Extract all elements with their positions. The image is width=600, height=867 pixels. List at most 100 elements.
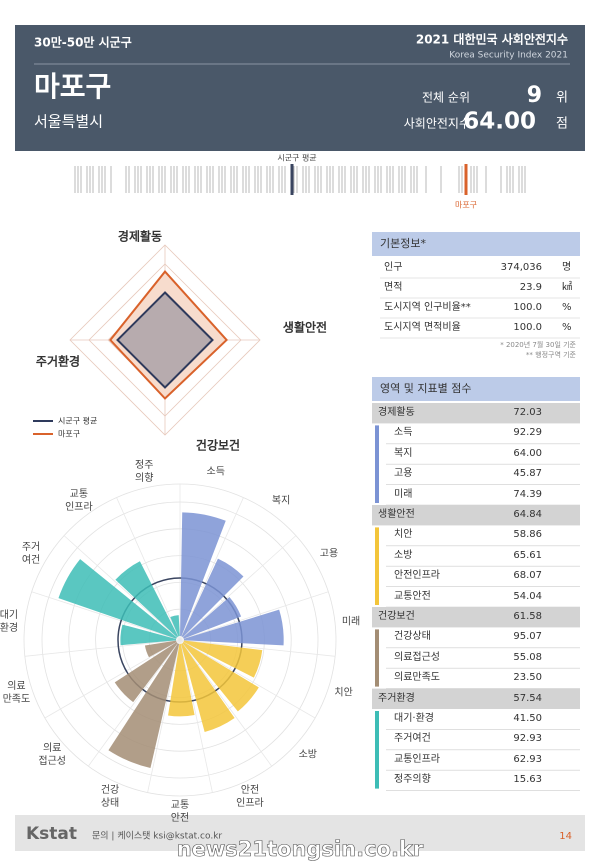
item-score: 45.87 <box>513 468 542 480</box>
spoke <box>179 639 273 767</box>
item-score: 54.04 <box>513 590 542 602</box>
header-band <box>15 25 585 151</box>
item-score: 23.50 <box>513 672 542 684</box>
spoke <box>44 639 181 719</box>
axis-label: 생활안전 <box>283 320 327 335</box>
legend-label: 마포구 <box>58 430 80 439</box>
header-subtitle: Korea Security Index 2021 <box>449 51 568 61</box>
polar-label: 건강 상태 <box>100 785 120 810</box>
item-score: 68.07 <box>513 570 542 582</box>
polar-bar <box>181 558 244 638</box>
item-score: 74.39 <box>513 488 542 500</box>
polar-label: 대기 환경 <box>0 610 19 635</box>
info-unit: ㎢ <box>562 282 572 293</box>
item-score: 62.93 <box>513 753 542 765</box>
logo: Kstat <box>26 824 77 844</box>
strip-bg <box>70 165 530 193</box>
spoke <box>24 639 181 657</box>
average-label: 시군구 평균 <box>277 153 316 163</box>
polar-bar <box>115 561 179 638</box>
contact: 문의 | 케이스탯 ksi@kstat.co.kr <box>92 831 222 842</box>
info-unit: % <box>562 302 572 313</box>
polar-bar <box>120 624 177 646</box>
polar-label: 치안 <box>334 687 353 699</box>
info-note: * 2020년 7월 30일 기준 <box>500 341 576 349</box>
item-score: 64.00 <box>513 447 542 459</box>
item-name: 주거여건 <box>394 733 431 745</box>
polar-label: 소방 <box>298 749 318 761</box>
polar-label: 교통 안전 <box>170 800 190 824</box>
group-row <box>372 403 580 424</box>
info-unit: % <box>562 322 572 333</box>
info-label: 도시지역 면적비율 <box>384 322 461 333</box>
rank-label: 전체 순위 <box>422 91 470 105</box>
info-label: 도시지역 인구비율** <box>384 302 471 313</box>
spoke <box>179 639 316 719</box>
item-score: 41.50 <box>513 713 542 724</box>
header-title: 2021 대한민국 사회안전지수 <box>416 32 568 47</box>
item-score: 15.63 <box>513 774 542 786</box>
watermark: news21tongsin.co.kr <box>177 837 424 861</box>
polar-bar <box>181 643 235 732</box>
item-name: 복지 <box>394 447 413 459</box>
item-score: 65.61 <box>513 549 542 561</box>
polar-bar <box>58 559 177 639</box>
item-name: 대기·환경 <box>394 713 434 724</box>
polar-bar <box>183 597 242 639</box>
polar-label: 미래 <box>341 616 361 628</box>
item-name: 교통안전 <box>394 590 431 602</box>
axis-label: 건강보건 <box>196 438 240 453</box>
info-unit: 명 <box>562 262 572 273</box>
item-score: 92.93 <box>513 733 542 745</box>
spoke <box>31 591 181 641</box>
group-name: 생활안전 <box>378 509 415 520</box>
item-name: 소방 <box>394 549 413 561</box>
spoke <box>63 535 181 641</box>
info-note: ** 행정구역 기준 <box>525 351 576 359</box>
item-name: 미래 <box>394 488 413 500</box>
spoke <box>147 639 181 793</box>
item-score: 92.29 <box>513 427 542 439</box>
polar-label: 안전 인프라 <box>236 785 264 810</box>
info-value: 23.9 <box>519 282 542 293</box>
group-bar <box>375 527 379 605</box>
spoke <box>87 639 181 767</box>
spoke <box>179 639 336 657</box>
group-name: 경제활동 <box>378 407 415 418</box>
info-value: 100.0 <box>513 302 542 313</box>
polar-bar <box>144 640 177 658</box>
polar-bar <box>108 643 180 769</box>
index-label: 사회안전지수 <box>404 117 470 131</box>
legend-label: 시군구 평균 <box>58 416 97 426</box>
item-score: 95.07 <box>513 631 542 643</box>
spoke <box>179 639 213 793</box>
group-bar <box>375 629 379 687</box>
item-name: 교통인프라 <box>394 753 440 765</box>
group-name: 건강보건 <box>378 611 415 622</box>
group-row <box>372 505 580 526</box>
group-row <box>372 688 580 709</box>
spoke <box>179 535 297 641</box>
item-name: 치안 <box>394 529 413 541</box>
group-score: 64.84 <box>513 509 542 520</box>
page-number: 14 <box>559 831 572 842</box>
polar-bar <box>170 615 180 637</box>
info-label: 면적 <box>384 282 403 293</box>
item-name: 의료접근성 <box>394 651 440 663</box>
polar-label: 정주 의향 <box>135 459 154 484</box>
polar-bar <box>114 642 178 703</box>
polar-bar <box>180 512 226 637</box>
region: 서울특별시 <box>34 113 103 131</box>
polar-label: 복지 <box>271 495 291 507</box>
info-value: 374,036 <box>500 262 542 273</box>
group-bar <box>375 425 379 503</box>
polar-bar <box>183 609 284 646</box>
index: 64.00 <box>463 109 536 135</box>
axis-label: 경제활동 <box>118 229 162 244</box>
group-score: 57.54 <box>513 692 542 704</box>
scores-header: 영역 및 지표별 점수 <box>372 377 580 401</box>
info-header: 기본정보* <box>372 232 580 256</box>
spoke <box>116 497 181 641</box>
axis-label: 주거환경 <box>36 354 80 369</box>
